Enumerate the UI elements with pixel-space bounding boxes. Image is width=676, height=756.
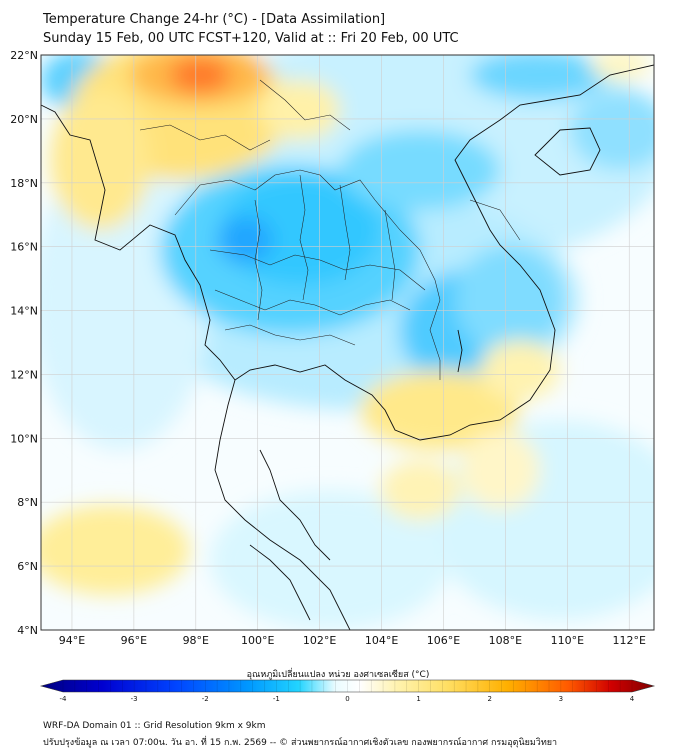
footer-domain-info: WRF-DA Domain 01 :: Grid Resolution 9km … (43, 721, 266, 731)
map-subtitle: Sunday 15 Feb, 00 UTC FCST+120, Valid at… (43, 31, 459, 46)
lon-tick-label: 112°E (613, 634, 646, 647)
colorbar-ramp (39, 679, 656, 693)
colorbar: -4 -3 -2 -1 0 1 2 3 4 (39, 679, 656, 703)
colorbar-tick-label: 3 (559, 695, 563, 703)
lat-tick-label: 12°N (10, 368, 38, 381)
lat-tick-label: 18°N (10, 177, 38, 190)
colorbar-tick-label: -1 (273, 695, 280, 703)
lon-tick-label: 102°E (303, 634, 336, 647)
graticule (41, 55, 654, 630)
colorbar-tick-label: 1 (416, 695, 420, 703)
lat-tick-label: 16°N (10, 241, 38, 254)
lat-tick-label: 8°N (17, 496, 38, 509)
lat-tick-label: 4°N (17, 624, 38, 637)
lon-tick-label: 96°E (121, 634, 147, 647)
map-title: Temperature Change 24-hr (°C) - [Data As… (43, 12, 386, 27)
colorbar-tick-label: 4 (630, 695, 635, 703)
latitude-labels: 22°N 20°N 18°N 16°N 14°N 12°N 10°N 8°N 6°N 4°N (10, 49, 38, 637)
lat-tick-label: 22°N (10, 49, 38, 62)
lat-tick-label: 14°N (10, 305, 38, 318)
colorbar-label: อุณหภูมิเปลี่ยนแปลง หน่วย องศาเซลเซียส (… (246, 670, 430, 680)
temperature-field (41, 55, 654, 630)
colorbar-tick-label: -3 (131, 695, 138, 703)
lon-tick-label: 100°E (241, 634, 274, 647)
lon-tick-label: 108°E (489, 634, 522, 647)
footer-update-info: ปรับปรุงข้อมูล ณ เวลา 07:00น. วัน อา. ที… (43, 738, 558, 748)
map-frame (40, 54, 655, 631)
colorbar-tick-label: 2 (488, 695, 492, 703)
lon-tick-label: 104°E (365, 634, 398, 647)
lat-tick-label: 6°N (17, 560, 38, 573)
lon-tick-label: 98°E (183, 634, 209, 647)
colorbar-tick-label: 0 (345, 695, 349, 703)
lat-tick-label: 20°N (10, 113, 38, 126)
lon-tick-label: 110°E (551, 634, 584, 647)
lat-tick-label: 10°N (10, 432, 38, 445)
admin-borders (139, 79, 521, 380)
lon-tick-label: 106°E (427, 634, 460, 647)
colorbar-tick-label: -4 (60, 695, 68, 703)
longitude-labels: 94°E 96°E 98°E 100°E 102°E 104°E 106°E 108°E 110… (59, 634, 646, 647)
colorbar-tick-label: -2 (202, 695, 209, 703)
lon-tick-label: 94°E (59, 634, 85, 647)
coastlines (41, 64, 654, 630)
colorbar-ticks: -4 -3 -2 -1 0 1 2 3 4 (60, 680, 635, 703)
